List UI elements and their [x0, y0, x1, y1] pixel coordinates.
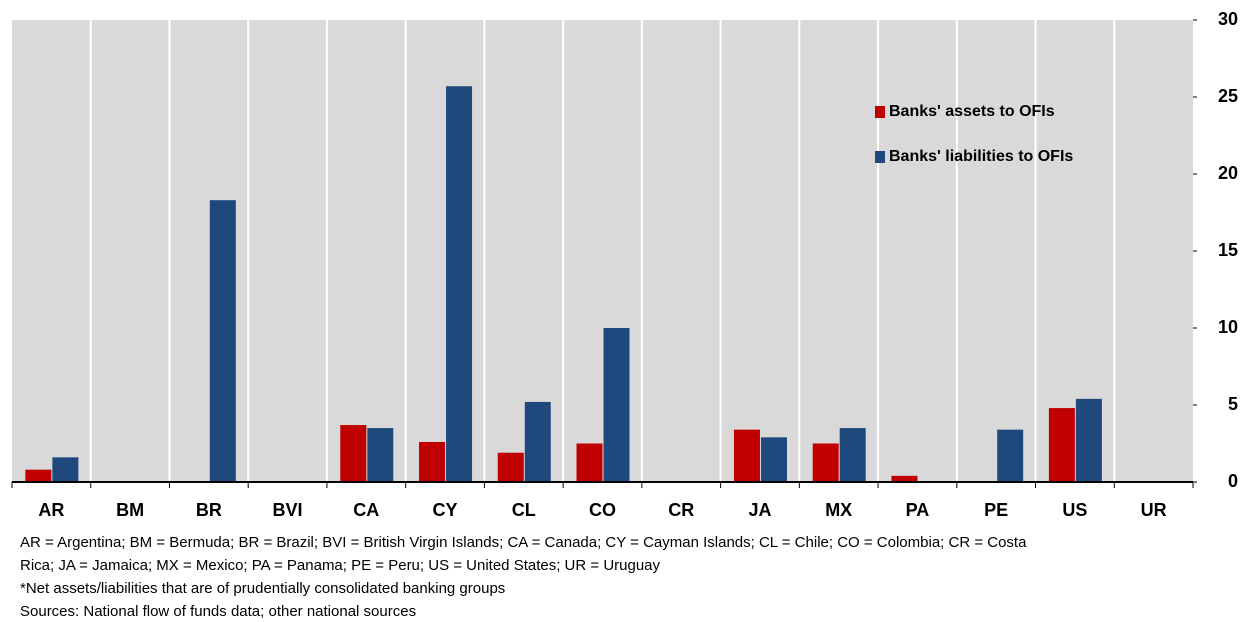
x-tick-label: CY — [433, 500, 458, 520]
bar — [760, 437, 787, 482]
x-tick-label: CA — [353, 500, 379, 520]
x-tick-label: AR — [38, 500, 64, 520]
bar — [367, 428, 394, 482]
x-tick-label: JA — [748, 500, 771, 520]
footnote: AR = Argentina; BM = Bermuda; BR = Brazi… — [20, 534, 1027, 551]
bar — [576, 443, 603, 482]
footnote: *Net assets/liabilities that are of prud… — [20, 580, 505, 597]
bar — [340, 425, 367, 482]
x-tick-label: PA — [906, 500, 930, 520]
bar — [419, 441, 446, 482]
bar — [733, 429, 760, 482]
y-tick-label: 15 — [1218, 240, 1238, 260]
bar — [1048, 408, 1075, 482]
bar — [52, 457, 79, 482]
x-tick-label: BM — [116, 500, 144, 520]
y-tick-label: 10 — [1218, 317, 1238, 337]
plot-area — [12, 20, 1193, 482]
bar — [497, 452, 524, 482]
x-tick-label: BR — [196, 500, 222, 520]
bar — [839, 428, 866, 482]
legend-label: Banks' assets to OFIs — [889, 103, 1055, 120]
bar — [446, 86, 473, 482]
x-tick-label: BVI — [273, 500, 303, 520]
bar — [812, 443, 839, 482]
x-tick-label: CL — [512, 500, 536, 520]
x-tick-label: CO — [589, 500, 616, 520]
bar — [209, 200, 236, 482]
y-tick-label: 0 — [1228, 471, 1238, 491]
bar — [524, 401, 551, 482]
footnote: Rica; JA = Jamaica; MX = Mexico; PA = Pa… — [20, 557, 661, 574]
footnote: Sources: National flow of funds data; ot… — [20, 603, 416, 620]
x-tick-label: US — [1062, 500, 1087, 520]
y-tick-label: 25 — [1218, 86, 1238, 106]
x-tick-label: PE — [984, 500, 1008, 520]
bar — [25, 469, 52, 482]
x-tick-label: CR — [668, 500, 694, 520]
legend-swatch — [875, 106, 885, 118]
x-tick-label: UR — [1141, 500, 1167, 520]
y-tick-label: 30 — [1218, 9, 1238, 29]
bar — [891, 475, 918, 482]
legend-swatch — [875, 151, 885, 163]
legend-label: Banks' liabilities to OFIs — [889, 148, 1073, 165]
x-tick-label: MX — [825, 500, 852, 520]
bar — [1075, 398, 1102, 482]
bar — [997, 429, 1024, 482]
y-tick-label: 20 — [1218, 163, 1238, 183]
bar — [603, 328, 630, 482]
y-tick-label: 5 — [1228, 394, 1238, 414]
